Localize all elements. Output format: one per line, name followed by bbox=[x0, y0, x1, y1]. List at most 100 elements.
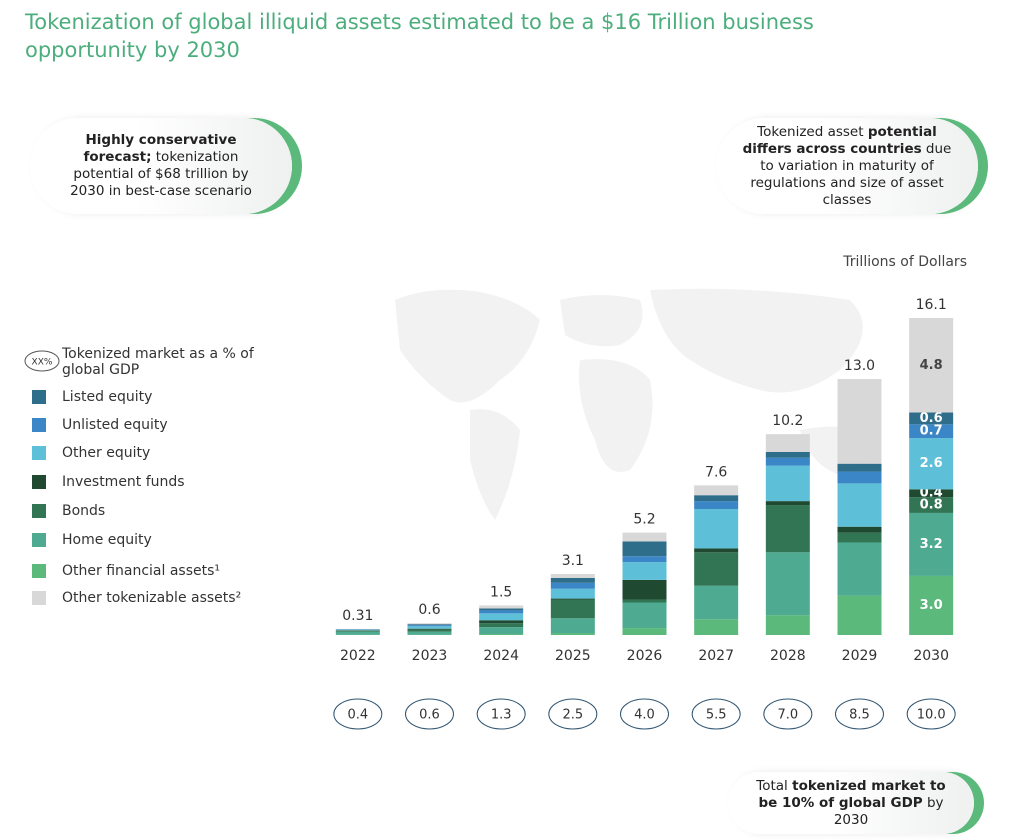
gdp-bubble bbox=[620, 698, 669, 730]
bar-segment bbox=[694, 548, 739, 553]
x-tick-label: 2024 bbox=[483, 648, 519, 664]
bar-segment bbox=[407, 623, 452, 625]
bar-segment bbox=[479, 623, 524, 628]
legend-swatch bbox=[32, 533, 46, 547]
legend-label: Other equity bbox=[62, 445, 150, 461]
gdp-label: 8.5 bbox=[849, 708, 870, 723]
segment-label: 0.6 bbox=[920, 411, 943, 426]
legend-label: Other financial assets¹ bbox=[62, 563, 220, 579]
callout: Total tokenized market to be 10% of glob… bbox=[728, 772, 974, 834]
x-tick-label: 2022 bbox=[340, 648, 376, 664]
bar-segment bbox=[550, 588, 595, 599]
callout-part: potential differs across countries bbox=[742, 123, 937, 157]
total-label: 0.31 bbox=[342, 608, 373, 624]
segment-label: 0.7 bbox=[920, 424, 943, 439]
segment-label: 0.8 bbox=[920, 498, 943, 513]
bar-segment bbox=[479, 613, 524, 621]
total-label: 16.1 bbox=[916, 297, 947, 313]
x-tick-label: 2023 bbox=[412, 648, 448, 664]
x-tick-label: 2029 bbox=[842, 648, 878, 664]
bar-segment bbox=[479, 627, 524, 635]
gdp-label: 0.4 bbox=[347, 708, 368, 723]
bar-segment bbox=[765, 457, 810, 466]
gdp-label: 4.0 bbox=[634, 708, 655, 723]
bar-segment bbox=[694, 619, 739, 635]
callout-text: Tokenized asset potential differs across… bbox=[742, 124, 952, 209]
gdp-label: 10.0 bbox=[917, 708, 946, 723]
bar-segment bbox=[407, 628, 452, 630]
unit-label: Trillions of Dollars bbox=[842, 254, 967, 270]
segment-label: 3.2 bbox=[920, 537, 943, 552]
total-label: 7.6 bbox=[705, 464, 727, 480]
gdp-bubble bbox=[333, 698, 383, 730]
legend-label: Other tokenizable assets² bbox=[62, 590, 241, 606]
gdp-label: 7.0 bbox=[777, 708, 798, 723]
bar-segment bbox=[550, 599, 595, 619]
bar-segment bbox=[479, 605, 524, 609]
bar-segment bbox=[407, 626, 452, 629]
bar-segment bbox=[335, 629, 380, 631]
callout-part: Highly conservative forecast; bbox=[83, 132, 237, 165]
bar-segment bbox=[837, 526, 882, 533]
callout-part: tokenized market to be 10% of global GDP bbox=[758, 777, 946, 811]
bar-segment bbox=[765, 615, 810, 635]
total-label: 0.6 bbox=[418, 602, 440, 618]
callout-text: Highly conservative forecast; tokenizati… bbox=[56, 132, 266, 200]
callout-part: due to variation in maturity of regulati… bbox=[750, 140, 952, 208]
x-tick-label: 2025 bbox=[555, 648, 591, 664]
callout: Tokenized asset potential differs across… bbox=[716, 118, 978, 214]
bar-segment bbox=[765, 552, 810, 616]
bar-segment bbox=[550, 598, 595, 600]
bar-segment bbox=[622, 599, 667, 603]
bar-segment bbox=[909, 489, 954, 498]
gdp-bubble bbox=[548, 698, 598, 730]
bar-segment bbox=[622, 541, 667, 557]
legend-swatch bbox=[32, 475, 46, 489]
gdp-bubble bbox=[691, 698, 741, 730]
gdp-bubble bbox=[835, 698, 884, 730]
segment-label: 2.6 bbox=[920, 456, 943, 471]
bar-segment bbox=[837, 463, 882, 472]
gdp-label: 5.5 bbox=[706, 708, 727, 723]
gdp-bubble bbox=[763, 698, 813, 730]
bar-segment bbox=[335, 631, 380, 635]
legend-label: Unlisted equity bbox=[62, 417, 168, 433]
bar-segment bbox=[550, 633, 595, 635]
gdp-bubble bbox=[405, 698, 454, 730]
bar-segment bbox=[765, 505, 810, 553]
bar-segment bbox=[837, 595, 882, 635]
bar-segment bbox=[622, 532, 667, 542]
bar-segment bbox=[909, 412, 954, 425]
bar-segment bbox=[622, 556, 667, 563]
bar-segment bbox=[407, 624, 452, 626]
gdp-label: 1.3 bbox=[491, 708, 512, 723]
gdp-label: 0.6 bbox=[419, 708, 440, 723]
bar-segment bbox=[909, 318, 954, 413]
callout-text: Total tokenized market to be 10% of glob… bbox=[754, 778, 948, 829]
bar-segment bbox=[694, 485, 739, 496]
callout: Highly conservative forecast; tokenizati… bbox=[30, 118, 292, 214]
bar-segment bbox=[909, 575, 954, 635]
bar-segment bbox=[479, 634, 524, 635]
legend-label: Bonds bbox=[62, 503, 105, 519]
gdp-bubble bbox=[476, 698, 526, 730]
bar-segment bbox=[550, 618, 595, 634]
bar-segment bbox=[550, 573, 595, 578]
gdp-label: 2.5 bbox=[562, 708, 583, 723]
bar-segment bbox=[335, 630, 380, 632]
bar-segment bbox=[407, 631, 452, 635]
x-tick-label: 2027 bbox=[698, 648, 734, 664]
bar-segment bbox=[765, 465, 810, 502]
legend-swatch bbox=[32, 446, 46, 460]
callout-part: by 2030 bbox=[833, 794, 944, 828]
bar-segment bbox=[407, 625, 452, 627]
x-tick-label: 2026 bbox=[627, 648, 663, 664]
bar-segment bbox=[479, 610, 524, 614]
bar-segment bbox=[909, 438, 954, 490]
bar-segment bbox=[622, 628, 667, 635]
bar-segment bbox=[622, 562, 667, 580]
gdp-legend-icon-text: XX% bbox=[32, 358, 53, 368]
bar-segment bbox=[694, 495, 739, 502]
